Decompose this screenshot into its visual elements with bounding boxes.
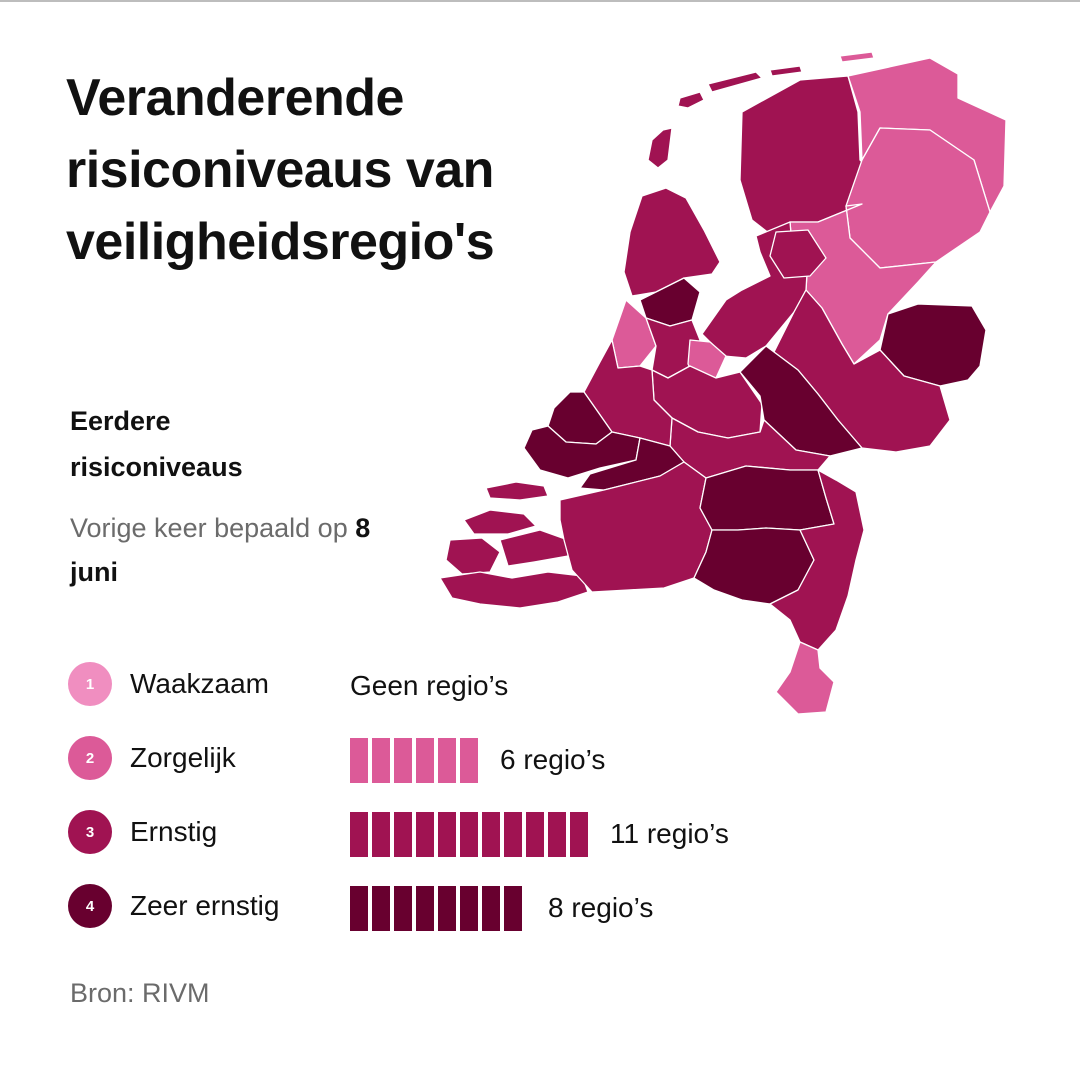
level-2-label: Zorgelijk (130, 742, 236, 773)
level-2-bars (350, 738, 478, 783)
note-prefix: Vorige keer bepaald op (70, 513, 348, 543)
level-3-bars (350, 812, 588, 857)
region-count-block (416, 738, 434, 783)
level-3-badge: 3 (68, 810, 112, 854)
region-wadden-island-ameland (769, 65, 803, 77)
region-count-block (570, 812, 588, 857)
region-count-block (416, 812, 434, 857)
region-wadden-island-terschelling (707, 71, 763, 93)
region-count-block (372, 886, 390, 931)
region-gelderland-midden (739, 345, 863, 457)
level-3-count: 11 regio’s (610, 818, 729, 849)
netherlands-map (430, 36, 1030, 726)
region-count-block (438, 738, 456, 783)
level-3-label: Ernstig (130, 816, 218, 847)
level-1-label: Waakzaam (130, 668, 270, 699)
previous-determination-note: Vorige keer bepaald op 8 juni (70, 506, 400, 594)
region-count-block (482, 886, 500, 931)
legend-row-waakzaam: 1 Waakzaam Geen regio’s (68, 662, 828, 706)
region-count-block (460, 738, 478, 783)
region-wadden-island-schiermonnikoog (839, 51, 875, 63)
region-flevoland-noordoostpolder (769, 229, 827, 279)
region-count-block (372, 738, 390, 783)
level-1-count: Geen regio’s (350, 670, 509, 701)
region-midden-en-west-brabant (559, 461, 713, 593)
level-4-label: Zeer ernstig (130, 890, 280, 921)
region-count-block (394, 812, 412, 857)
region-count-block (416, 886, 434, 931)
region-zeeland-vlaanderen (439, 571, 589, 609)
legend-row-zeer-ernstig: 4 Zeer ernstig 8 regio’s (68, 884, 828, 931)
region-count-block (394, 738, 412, 783)
previous-levels-heading: Eerdere risiconiveaus (70, 406, 243, 482)
region-zuid-limburg (775, 641, 835, 715)
region-brabant-noord (699, 465, 835, 531)
note-date: 8 juni (70, 513, 371, 587)
level-4-bars (350, 886, 522, 931)
region-count-block (350, 886, 368, 931)
region-count-block (438, 886, 456, 931)
level-2-count: 6 regio’s (500, 744, 606, 775)
region-wadden-island-texel (647, 127, 673, 169)
level-2-badge: 2 (68, 736, 112, 780)
region-count-block (526, 812, 544, 857)
top-divider (0, 0, 1080, 2)
region-count-block (482, 812, 500, 857)
level-1-badge: 1 (68, 662, 112, 706)
region-count-block (438, 812, 456, 857)
region-wadden-island-vlieland (677, 91, 705, 109)
page-title: Veranderende risiconiveaus van veilighei… (66, 69, 495, 271)
legend-row-ernstig: 3 Ernstig 11 regio’s (68, 810, 828, 857)
level-4-count: 8 regio’s (548, 892, 654, 923)
region-count-block (350, 812, 368, 857)
region-noord-holland-noord (623, 187, 721, 297)
region-count-block (504, 886, 522, 931)
region-zeeland-beveland (499, 529, 569, 567)
region-count-block (350, 738, 368, 783)
region-zeeland-goeree (485, 481, 549, 501)
level-4-badge: 4 (68, 884, 112, 928)
legend-row-zorgelijk: 2 Zorgelijk 6 regio’s (68, 736, 828, 783)
region-zeeland-schouwen (463, 509, 537, 535)
region-count-block (372, 812, 390, 857)
region-zeeland-walcheren (445, 537, 501, 575)
region-count-block (394, 886, 412, 931)
region-count-block (504, 812, 522, 857)
region-count-block (460, 886, 478, 931)
region-count-block (460, 812, 478, 857)
region-count-block (548, 812, 566, 857)
source-credit: Bron: RIVM (70, 978, 210, 1008)
